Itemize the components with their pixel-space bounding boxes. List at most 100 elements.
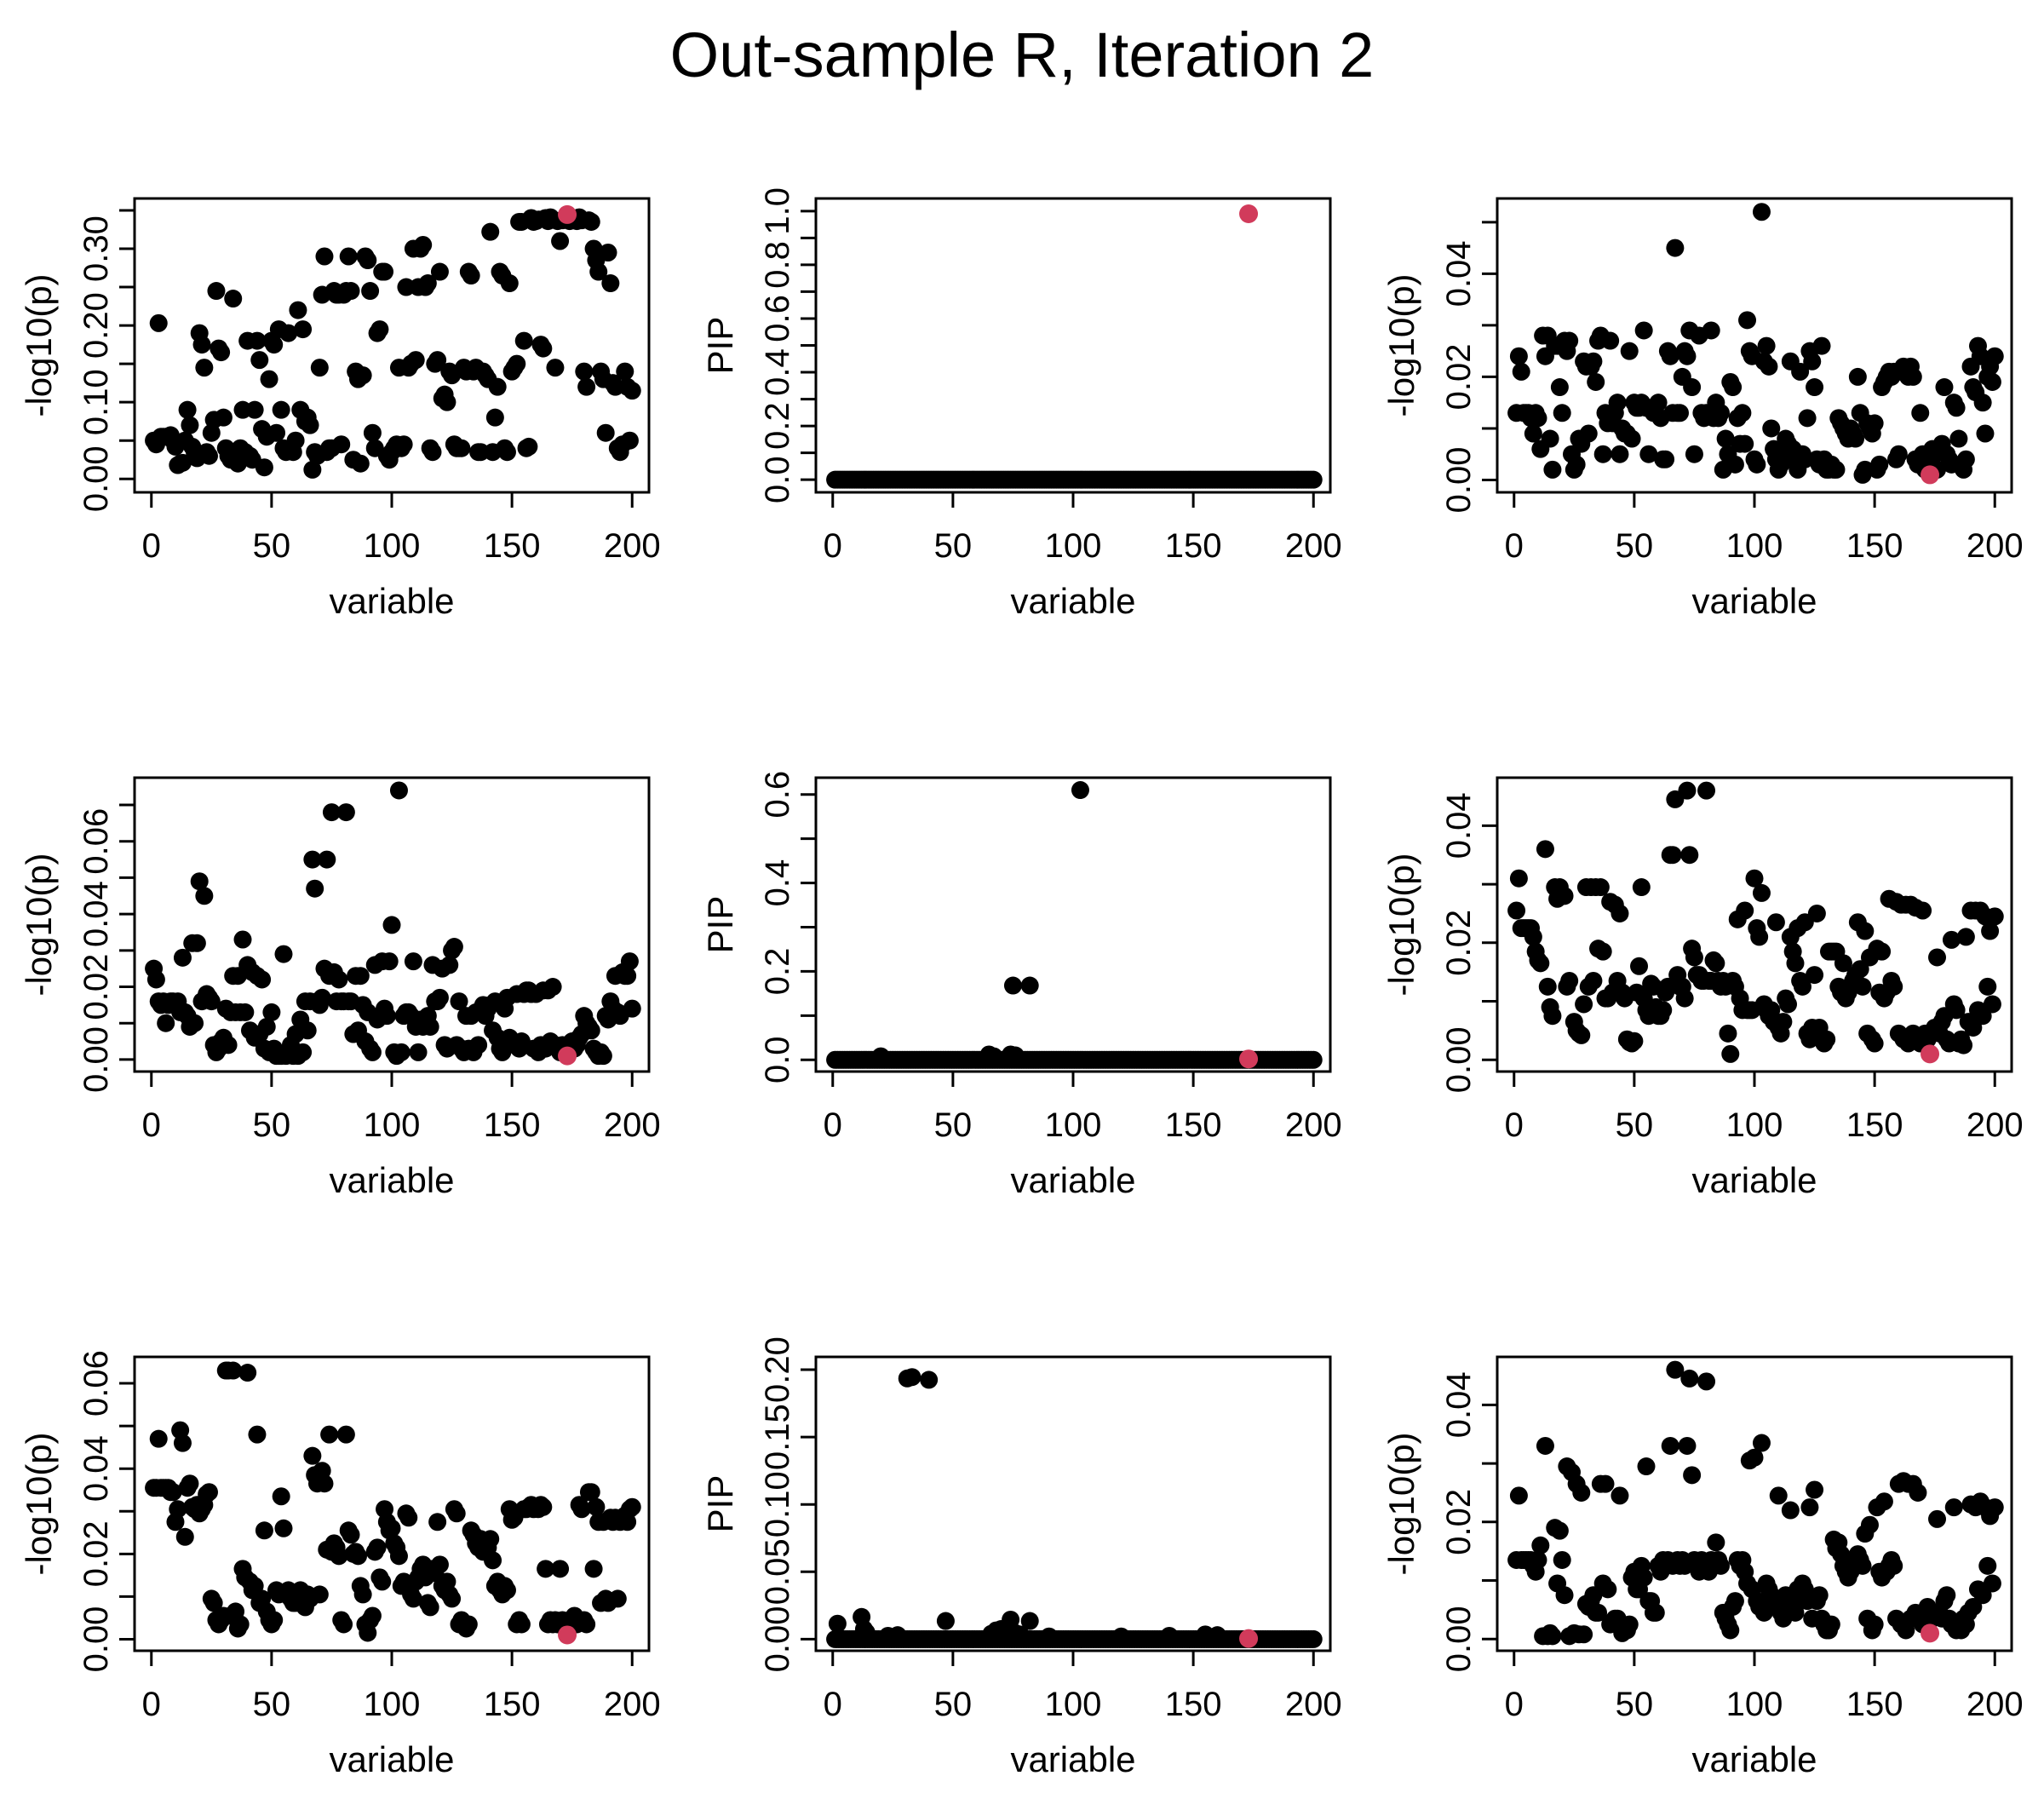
data-point [1622, 429, 1641, 448]
y-axis-label: PIP [700, 317, 740, 375]
data-point [438, 393, 456, 411]
data-point [508, 354, 526, 373]
data-point [1779, 995, 1798, 1014]
data-point [1889, 445, 1908, 463]
data-point [1555, 887, 1574, 905]
data-point [587, 1497, 606, 1516]
data-point [497, 443, 516, 462]
data-point [1589, 1603, 1608, 1622]
data-point [481, 222, 500, 241]
data-point [421, 1017, 439, 1036]
data-point [623, 999, 641, 1018]
data-point [376, 262, 394, 281]
data-point [1870, 455, 1889, 474]
data-point [1611, 445, 1629, 463]
data-point [248, 1425, 267, 1444]
x-axis-label: variable [329, 1739, 454, 1779]
data-point [1593, 942, 1612, 961]
y-axis-label: PIP [700, 1475, 740, 1533]
data-points [145, 781, 641, 1066]
data-point [1560, 331, 1579, 350]
x-axis-label: variable [1691, 1160, 1817, 1200]
data-point [1208, 1626, 1226, 1645]
data-point [253, 970, 272, 989]
data-point [173, 948, 192, 967]
data-point [414, 235, 433, 254]
data-point [1634, 321, 1653, 340]
data-point [1757, 336, 1776, 355]
data-point [1601, 331, 1620, 350]
x-tick-label: 150 [1846, 527, 1903, 565]
data-point [1806, 1480, 1824, 1499]
data-point [1983, 372, 2001, 391]
data-point [1654, 1001, 1673, 1020]
y-tick-label: 0.04 [1440, 792, 1478, 859]
data-point [1639, 445, 1658, 463]
data-point [1711, 1556, 1730, 1575]
data-point [1587, 372, 1605, 391]
data-point [1685, 445, 1703, 463]
data-point [514, 331, 533, 350]
data-point [1955, 1036, 1973, 1055]
data-point [828, 1614, 847, 1633]
data-point [1707, 1533, 1725, 1552]
data-point [1697, 1372, 1716, 1391]
data-point [289, 301, 307, 319]
data-point [1020, 1612, 1039, 1630]
x-tick-label: 50 [1616, 1106, 1654, 1144]
data-point [363, 1606, 382, 1625]
data-point [1846, 429, 1865, 448]
data-point [255, 1521, 273, 1540]
data-point [1983, 1574, 2001, 1593]
x-tick-label: 0 [1505, 527, 1524, 565]
data-point [404, 952, 422, 971]
x-tick-label: 50 [253, 1106, 291, 1144]
data-point [1760, 357, 1778, 376]
y-axis-label: -log10(p) [1381, 853, 1421, 996]
data-point [404, 1589, 422, 1608]
data-point [306, 879, 324, 898]
data-point [608, 1589, 627, 1608]
baseline-point [1304, 470, 1323, 489]
data-point [582, 1483, 600, 1502]
data-point [1786, 1603, 1805, 1622]
data-point [1909, 1483, 1927, 1502]
data-point [1752, 883, 1771, 902]
data-point [149, 313, 168, 332]
data-point [1736, 901, 1754, 920]
y-tick-label: 0.0 [759, 456, 796, 503]
data-point [199, 446, 218, 465]
data-point [1591, 878, 1610, 897]
data-point [1611, 904, 1629, 922]
scatter-panel-1: 0 50 100 150 200 0.00 0.10 0.20 0.30 variable -log… [19, 197, 661, 621]
data-point [195, 887, 214, 905]
data-point [219, 1036, 238, 1055]
data-point [318, 850, 336, 869]
y-tick-label: 0.04 [78, 1435, 115, 1502]
data-point [1685, 948, 1703, 967]
y-tick-label: 0.0 [759, 1036, 796, 1083]
data-points [145, 208, 641, 479]
data-point [1762, 419, 1781, 438]
data-point [450, 992, 468, 1011]
data-point [1656, 450, 1675, 468]
data-point [320, 1425, 339, 1444]
data-point [589, 262, 608, 281]
data-point [224, 1361, 243, 1380]
axes: 0 50 100 150 200 0.00 0.02 0.04 [1440, 1371, 2024, 1723]
data-point [1806, 966, 1824, 985]
data-point [497, 1581, 516, 1600]
data-point [339, 247, 358, 266]
data-point [1593, 445, 1612, 463]
data-point [186, 1014, 204, 1032]
data-point [871, 1047, 890, 1066]
data-point [1800, 1498, 1819, 1517]
data-point [546, 359, 565, 377]
data-point [250, 351, 269, 370]
data-point [1817, 1030, 1836, 1049]
data-point [1040, 1627, 1059, 1646]
data-point [430, 262, 449, 281]
data-point [382, 1519, 401, 1537]
data-point [1646, 1603, 1665, 1622]
